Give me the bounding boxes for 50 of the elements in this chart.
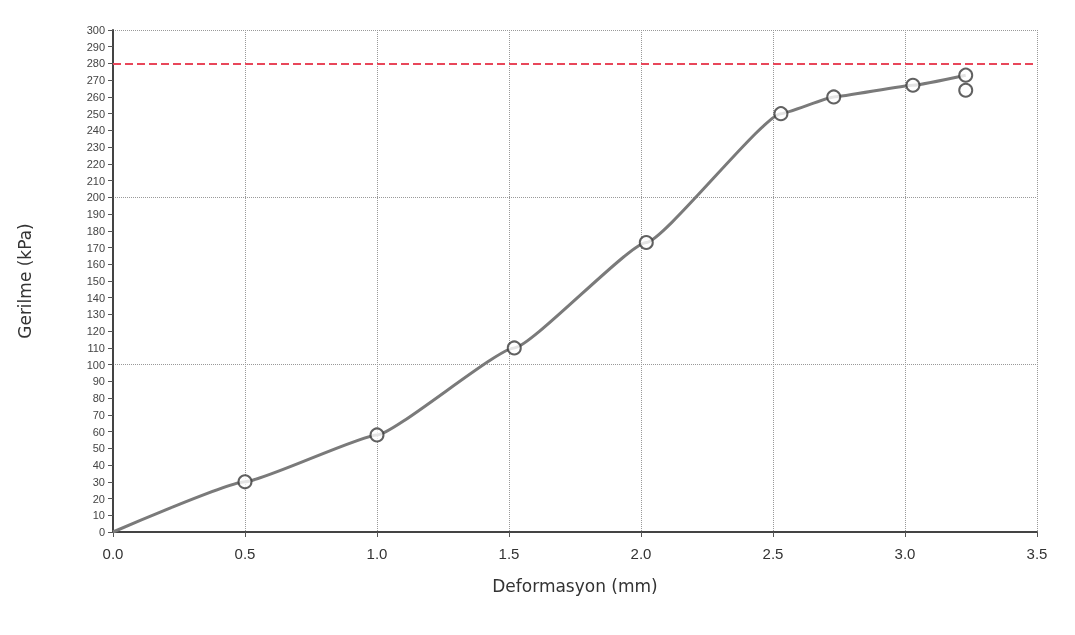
y-tick-label: 70: [92, 408, 105, 421]
y-tick-label: 240: [86, 124, 105, 137]
x-tick-label: 2.5: [762, 545, 784, 562]
y-tick-label: 170: [86, 241, 105, 254]
point: [369, 427, 385, 443]
x-tick-label: 0.0: [102, 545, 124, 562]
y-tick-label: 90: [92, 375, 105, 388]
point: [506, 340, 522, 356]
y-tick-label: 80: [92, 392, 105, 405]
point: [773, 106, 789, 122]
y-tick-label: 40: [92, 459, 105, 472]
y-tick-label: 220: [86, 157, 105, 170]
y-tick-label: 20: [92, 492, 105, 505]
y-tick-label: 100: [86, 358, 105, 371]
y-tick-label: 60: [92, 425, 105, 438]
y-tick-label: 50: [92, 442, 105, 455]
point: [638, 235, 654, 251]
y-tick-label: 160: [86, 258, 105, 271]
x-tick-label: 1.0: [366, 545, 388, 562]
x-tick-label: 0.5: [234, 545, 256, 562]
y-tick-label: 280: [86, 57, 105, 70]
point: [826, 89, 842, 105]
y-tick-label: 260: [86, 90, 105, 103]
y-tick-label: 270: [86, 74, 105, 87]
y-axis-title: Gerilme (kPa): [14, 223, 35, 339]
x-tick-label: 3.5: [1026, 545, 1048, 562]
y-tick-label: 250: [86, 107, 105, 120]
y-tick-label: 140: [86, 291, 105, 304]
y-tick-label: 0: [98, 526, 105, 538]
y-tick-label: 150: [86, 275, 105, 287]
point: [237, 474, 253, 490]
y-tick-label: 110: [87, 341, 105, 354]
x-tick-label: 2.0: [630, 545, 652, 562]
y-tick-label: 10: [92, 509, 105, 522]
x-tick-label: 1.5: [498, 545, 520, 562]
y-tick-label: 290: [86, 40, 105, 53]
y-tick-label: 120: [86, 325, 105, 338]
y-tick-label: 210: [86, 174, 105, 187]
y-tick-label: 300: [86, 24, 105, 36]
point: [958, 67, 974, 83]
y-tick-label: 130: [86, 308, 105, 321]
y-tick-label: 190: [86, 208, 105, 221]
y-tick-label: 180: [86, 224, 105, 237]
point: [958, 82, 974, 98]
x-tick-label: 3.0: [894, 545, 916, 562]
y-tick-label: 30: [92, 475, 105, 488]
point: [905, 77, 921, 93]
x-axis-title: Deformasyon (mm): [492, 575, 658, 596]
y-tick-label: 200: [86, 191, 105, 204]
y-tick-label: 230: [86, 141, 105, 154]
